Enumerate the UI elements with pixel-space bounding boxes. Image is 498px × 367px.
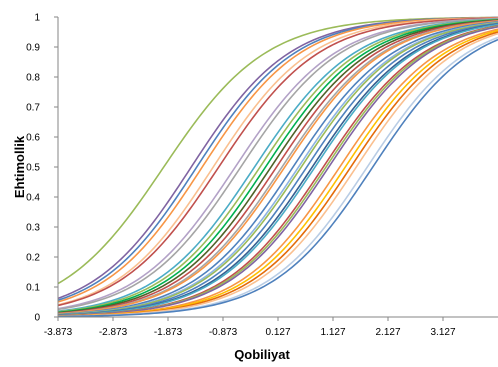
x-tick-label: -0.873 [209,327,238,338]
series-curve-15 [57,20,498,315]
x-tick-label: 0.127 [265,327,290,338]
series-curve-10 [57,18,498,313]
series-curve-24 [57,26,498,317]
y-tick-label: 0.1 [26,283,40,294]
x-tick-label: 1.127 [320,327,345,338]
y-ticks-group: 0 0.1 0.2 0.3 0.4 0.5 0.6 0.7 0.8 0.9 1 [26,13,58,324]
y-tick-label: 0.2 [26,253,40,264]
series-curve-13 [57,19,498,315]
x-tick-label: -3.873 [44,327,73,338]
series-curve-11 [57,19,498,314]
y-tick-label: 0.4 [26,193,40,204]
x-axis-title: Qobiliyat [234,347,290,362]
series-curve-21 [57,23,498,317]
x-tick-label: 2.127 [375,327,400,338]
y-axis-title: Ehtimollik [12,135,27,198]
x-tick-label: -1.873 [154,327,183,338]
x-ticks-group: -3.873 -2.873 -1.873 -0.873 0.127 1.127 2.127 3… [44,317,456,338]
y-tick-label: 1 [34,13,40,24]
x-tick-label: -2.873 [99,327,128,338]
series-curve-19 [57,22,498,316]
series-curve-20 [57,23,498,316]
curves-group [57,16,498,318]
series-curve-30 [57,38,498,318]
y-tick-label: 0.8 [26,73,40,84]
series-curve-18 [57,21,498,316]
series-curve-16 [57,21,498,316]
series-curve-6 [57,17,498,307]
y-tick-label: 0.7 [26,103,40,114]
series-curve-9 [57,18,498,313]
y-tick-label: 0.6 [26,133,40,144]
y-tick-label: 0.9 [26,43,40,54]
series-curve-5 [57,17,498,306]
series-curve-8 [57,17,498,311]
x-tick-label: 3.127 [430,327,455,338]
y-tick-label: 0.5 [26,163,40,174]
y-tick-label: 0.3 [26,223,40,234]
series-curve-12 [57,19,498,314]
y-tick-label: 0 [34,313,40,324]
